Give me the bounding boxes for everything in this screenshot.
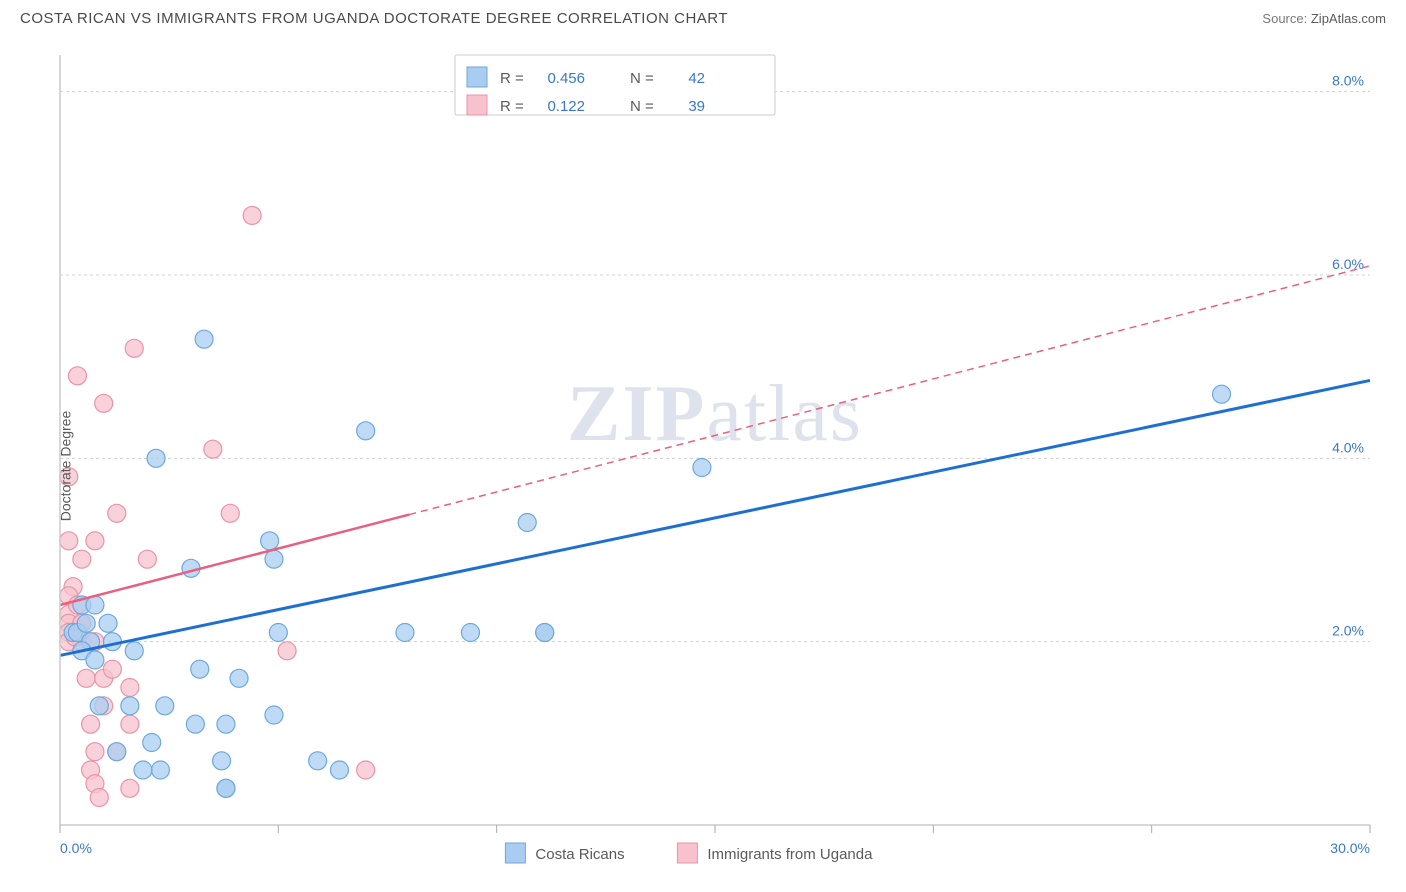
regression-line [60, 515, 409, 605]
data-point [1213, 385, 1231, 403]
data-point [121, 679, 139, 697]
data-point [217, 715, 235, 733]
legend-series-label: Costa Ricans [535, 846, 624, 863]
legend-n-value: 42 [688, 70, 705, 87]
legend-r-label: R = [500, 98, 524, 115]
data-point [68, 367, 86, 385]
data-point [396, 624, 414, 642]
title-bar: COSTA RICAN VS IMMIGRANTS FROM UGANDA DO… [0, 0, 1406, 33]
data-point [125, 642, 143, 660]
legend-series-label: Immigrants from Uganda [707, 846, 873, 863]
data-point [230, 669, 248, 687]
data-point [357, 761, 375, 779]
data-point [151, 761, 169, 779]
legend-swatch [505, 843, 525, 863]
data-point [195, 330, 213, 348]
x-tick-label: 0.0% [60, 840, 92, 856]
data-point [186, 715, 204, 733]
data-point [357, 422, 375, 440]
data-point [330, 761, 348, 779]
data-point [108, 504, 126, 522]
y-tick-label: 4.0% [1332, 439, 1364, 455]
y-tick-label: 2.0% [1332, 623, 1364, 639]
data-point [269, 624, 287, 642]
x-tick-label: 30.0% [1330, 840, 1370, 856]
data-point [95, 394, 113, 412]
legend-n-label: N = [630, 70, 654, 87]
data-point [90, 697, 108, 715]
data-point [103, 660, 121, 678]
data-point [265, 550, 283, 568]
data-point [73, 550, 91, 568]
data-point [86, 532, 104, 550]
legend-n-label: N = [630, 98, 654, 115]
legend-r-value: 0.122 [547, 98, 585, 115]
data-point [86, 651, 104, 669]
data-point [204, 440, 222, 458]
data-point [108, 743, 126, 761]
data-point [265, 706, 283, 724]
data-point [261, 532, 279, 550]
data-point [309, 752, 327, 770]
legend-swatch [677, 843, 697, 863]
legend-n-value: 39 [688, 98, 705, 115]
legend-swatch [467, 95, 487, 115]
scatter-chart: 2.0% 4.0% 6.0% 8.0% ZIPatlas 0.0% 30.0% R = 0.45… [0, 40, 1406, 892]
data-point [60, 532, 78, 550]
data-point [82, 715, 100, 733]
data-point [536, 624, 554, 642]
data-point [278, 642, 296, 660]
chart-container: Doctorate Degree 2.0% 4.0% 6.0% 8.0% ZIPatla… [0, 40, 1406, 892]
chart-title: COSTA RICAN VS IMMIGRANTS FROM UGANDA DO… [20, 10, 728, 27]
data-point [121, 697, 139, 715]
data-point [138, 550, 156, 568]
watermark: ZIPatlas [567, 370, 863, 458]
source-name: ZipAtlas.com [1311, 11, 1386, 26]
legend-swatch [467, 67, 487, 87]
data-point [221, 504, 239, 522]
data-point [90, 789, 108, 807]
legend-r-value: 0.456 [547, 70, 585, 87]
data-point [77, 614, 95, 632]
data-point [77, 669, 95, 687]
data-point [156, 697, 174, 715]
source-label: Source: [1262, 11, 1307, 26]
data-point [134, 761, 152, 779]
data-point [121, 779, 139, 797]
data-point [461, 624, 479, 642]
data-point [147, 449, 165, 467]
data-point [125, 339, 143, 357]
y-tick-label: 6.0% [1332, 256, 1364, 272]
data-point [191, 660, 209, 678]
data-point [243, 206, 261, 224]
data-point [143, 734, 161, 752]
data-point [99, 614, 117, 632]
y-tick-label: 8.0% [1332, 73, 1364, 89]
data-point [693, 459, 711, 477]
legend-r-label: R = [500, 70, 524, 87]
data-point [217, 779, 235, 797]
data-point [213, 752, 231, 770]
data-point [518, 514, 536, 532]
y-axis-label: Doctorate Degree [57, 411, 73, 522]
data-point [121, 715, 139, 733]
data-point [86, 743, 104, 761]
source-attribution: Source: ZipAtlas.com [1262, 11, 1386, 26]
